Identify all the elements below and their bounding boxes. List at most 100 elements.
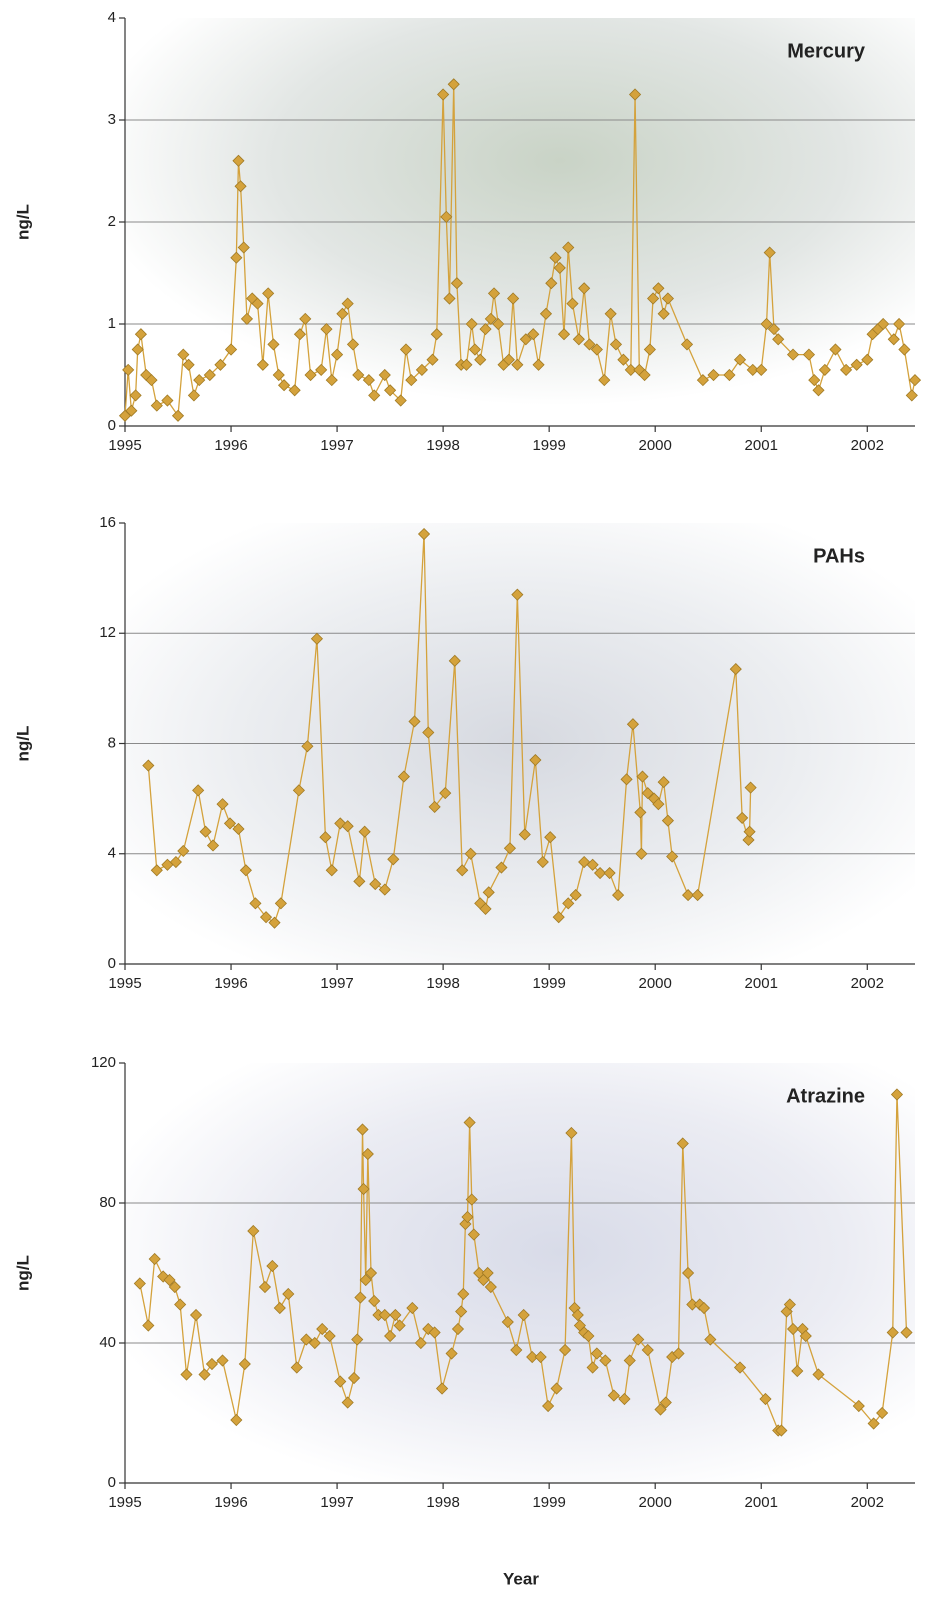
- y-tick-label: 2: [108, 213, 116, 230]
- data-point: [744, 781, 757, 794]
- data-point: [293, 328, 307, 341]
- data-point: [877, 317, 890, 331]
- data-point: [638, 368, 651, 382]
- data-point: [484, 1280, 497, 1294]
- x-tick-label: 1995: [108, 975, 141, 992]
- data-point: [775, 1424, 788, 1437]
- data-point: [829, 343, 842, 356]
- data-point: [908, 374, 922, 387]
- data-point: [704, 1333, 717, 1346]
- data-point: [450, 277, 463, 290]
- y-tick-label: 16: [99, 514, 116, 531]
- data-point: [192, 784, 205, 797]
- data-point: [240, 312, 254, 325]
- data-point: [623, 1354, 636, 1367]
- data-point: [451, 1322, 465, 1336]
- data-point: [177, 348, 190, 361]
- x-tick-label: 2002: [851, 975, 884, 992]
- data-point: [772, 333, 785, 346]
- data-point: [323, 1329, 336, 1343]
- data-point: [840, 363, 853, 376]
- data-point: [259, 911, 273, 924]
- data-point: [161, 394, 174, 407]
- data-point: [586, 1361, 599, 1374]
- data-point: [583, 338, 596, 351]
- data-point: [861, 353, 874, 366]
- data-point: [634, 806, 647, 819]
- data-point: [463, 1116, 476, 1129]
- data-point: [199, 825, 212, 838]
- data-point: [384, 1329, 397, 1343]
- data-point: [474, 353, 487, 366]
- data-point: [465, 1193, 478, 1206]
- data-point: [145, 374, 158, 387]
- data-point: [316, 1322, 329, 1336]
- data-point: [397, 770, 410, 783]
- data-point: [511, 588, 524, 601]
- data-point: [182, 358, 195, 371]
- data-point: [635, 847, 648, 860]
- data-point: [351, 1333, 364, 1346]
- data-point: [359, 1273, 372, 1287]
- panel-title: PAHs: [813, 545, 865, 567]
- data-point: [341, 297, 354, 310]
- data-point: [502, 353, 515, 366]
- data-point: [148, 1252, 161, 1266]
- data-point: [292, 784, 305, 797]
- data-point: [456, 864, 469, 877]
- data-point: [150, 864, 163, 877]
- data-point: [378, 1308, 391, 1322]
- x-tick-label: 2002: [851, 1494, 884, 1511]
- y-tick-label: 0: [108, 417, 116, 434]
- x-tick-label: 1998: [426, 975, 459, 992]
- data-point: [362, 374, 375, 387]
- data-point: [357, 1182, 370, 1196]
- data-point: [487, 287, 501, 300]
- data-point: [624, 363, 637, 376]
- data-point: [733, 1361, 747, 1374]
- data-point: [729, 663, 742, 676]
- data-point: [657, 776, 670, 789]
- data-point: [641, 1343, 654, 1357]
- y-axis-label: ng/L: [13, 204, 32, 240]
- data-point: [617, 353, 630, 366]
- data-point: [251, 297, 264, 310]
- data-point: [886, 1326, 899, 1339]
- data-point: [626, 718, 639, 731]
- x-tick-label: 2001: [745, 975, 778, 992]
- data-point: [282, 1287, 295, 1301]
- data-point: [786, 1322, 800, 1336]
- data-point: [598, 374, 611, 387]
- data-point: [759, 1392, 772, 1406]
- data-point: [237, 241, 250, 254]
- data-point: [437, 88, 450, 101]
- data-point: [428, 1326, 441, 1339]
- data-point: [661, 814, 674, 827]
- data-point: [239, 864, 252, 877]
- data-point: [697, 1301, 711, 1315]
- data-point: [599, 1354, 612, 1367]
- data-point: [414, 1336, 427, 1350]
- data-point: [408, 715, 421, 728]
- data-point: [272, 368, 285, 382]
- y-axis-label: ng/L: [13, 1255, 32, 1291]
- data-point: [384, 384, 397, 397]
- y-tick-label: 12: [99, 624, 116, 641]
- x-tick-label: 2001: [745, 1494, 778, 1511]
- data-point: [652, 282, 665, 295]
- x-tick-label: 1997: [320, 1494, 353, 1511]
- data-point: [641, 787, 654, 800]
- data-point: [455, 1305, 468, 1318]
- data-point: [566, 297, 579, 310]
- data-point: [559, 1343, 572, 1357]
- y-tick-label: 40: [99, 1334, 116, 1351]
- data-point: [223, 817, 237, 830]
- data-point: [256, 358, 269, 371]
- data-point: [465, 317, 478, 331]
- background-image: [125, 1063, 915, 1483]
- data-point: [134, 328, 147, 341]
- data-point: [356, 1123, 369, 1136]
- y-axis-label: ng/L: [13, 726, 32, 762]
- data-point: [131, 343, 144, 356]
- data-point: [216, 1354, 229, 1367]
